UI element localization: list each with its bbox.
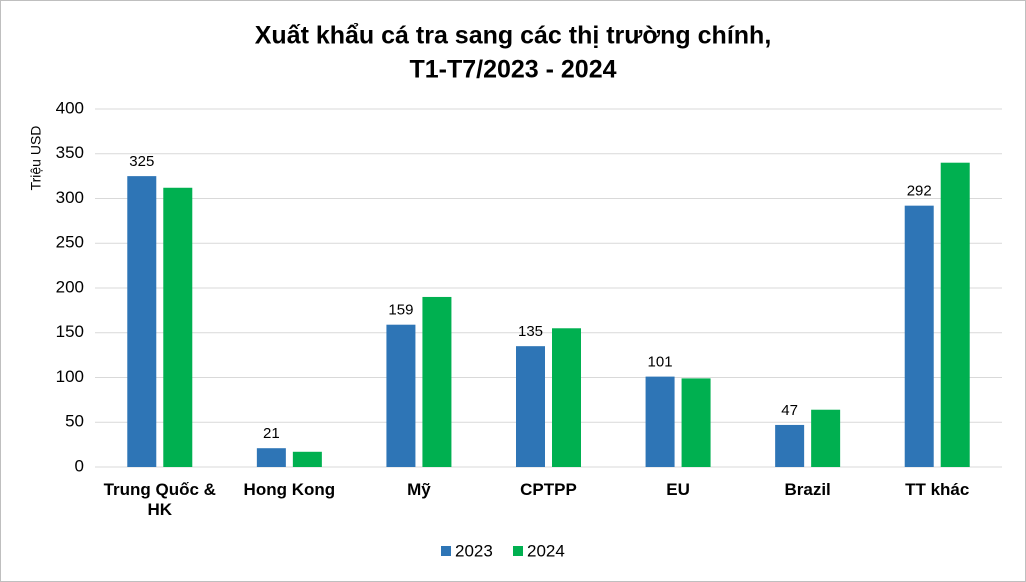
bar (552, 328, 581, 467)
y-tick-label: 100 (56, 367, 84, 386)
y-tick-label: 300 (56, 188, 84, 207)
chart-title: T1-T7/2023 - 2024 (409, 56, 616, 84)
y-tick-label: 50 (65, 412, 84, 431)
x-tick-label: EU (666, 480, 690, 499)
y-tick-label: 250 (56, 233, 84, 252)
legend-swatch (513, 546, 523, 556)
y-tick-label: 0 (75, 456, 84, 475)
data-label: 101 (648, 354, 673, 371)
legend-label: 2024 (527, 541, 565, 560)
x-tick-label: Mỹ (407, 480, 431, 499)
y-tick-label: 150 (56, 322, 84, 341)
bar (811, 409, 841, 467)
x-tick-label: CPTPP (520, 480, 577, 499)
legend-swatch (441, 546, 451, 556)
data-label: 47 (781, 402, 798, 419)
legend-label: 2023 (455, 541, 493, 560)
data-label: 159 (388, 302, 413, 319)
data-label: 21 (263, 425, 280, 442)
x-tick-label: Hong Kong (243, 480, 336, 499)
x-tick-label: Trung Quốc & HK (103, 480, 216, 519)
data-label: 135 (518, 323, 543, 340)
x-tick-label: TT khác (905, 480, 970, 499)
bar (163, 187, 193, 467)
bar (292, 451, 322, 467)
bar (256, 448, 286, 467)
bar (386, 324, 416, 467)
y-tick-label: 200 (56, 277, 84, 296)
bar (904, 205, 934, 467)
y-tick-label: 350 (56, 143, 84, 162)
bar (422, 296, 452, 467)
data-label: 325 (129, 153, 154, 170)
bar (516, 346, 545, 467)
y-axis-label: Triệu USD (28, 126, 44, 191)
x-tick-label: Brazil (784, 480, 831, 499)
bar (940, 162, 970, 467)
bar (681, 378, 711, 467)
y-tick-label: 400 (56, 98, 84, 117)
bar (775, 424, 805, 467)
bar (127, 176, 157, 467)
bar (645, 376, 675, 467)
data-label: 292 (907, 183, 932, 200)
chart-title: Xuất khẩu cá tra sang các thị trường chí… (255, 22, 772, 50)
